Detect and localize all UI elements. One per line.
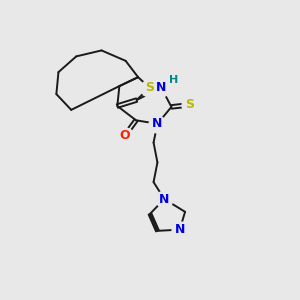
Text: S: S <box>145 81 154 94</box>
Text: S: S <box>186 98 195 111</box>
Text: H: H <box>169 75 178 85</box>
Text: O: O <box>119 129 130 142</box>
Text: N: N <box>175 223 185 236</box>
Text: N: N <box>156 81 166 94</box>
Text: N: N <box>152 117 163 130</box>
Text: N: N <box>159 193 169 206</box>
